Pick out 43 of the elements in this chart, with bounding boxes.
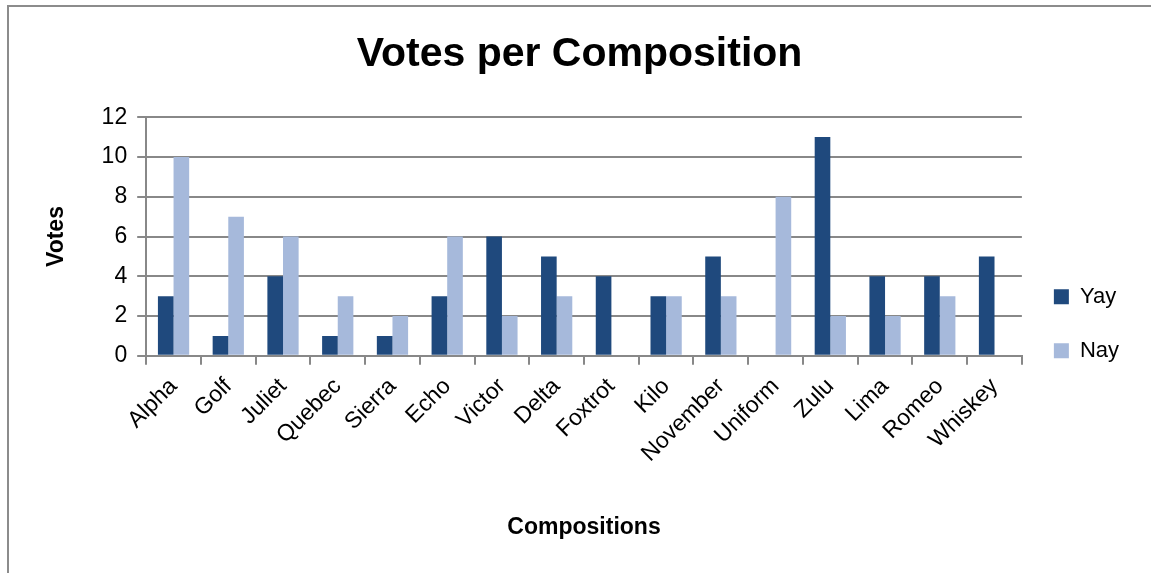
bar <box>228 216 244 355</box>
bar <box>939 296 956 355</box>
bar <box>157 296 174 355</box>
y-tick-label: 10 <box>101 142 128 169</box>
y-tick-label: 0 <box>114 341 128 368</box>
bar <box>431 296 448 355</box>
bar <box>541 256 557 355</box>
y-tick-label: 8 <box>114 182 128 209</box>
bar <box>376 335 393 355</box>
bar <box>267 276 284 355</box>
x-tick-label: Golf <box>188 371 237 421</box>
bar <box>212 335 229 355</box>
bar <box>869 276 886 355</box>
bar <box>283 236 299 355</box>
bar <box>720 296 737 355</box>
y-tick-label: 4 <box>114 261 128 288</box>
y-axis-title: Votes <box>42 206 69 267</box>
y-tick-label: 12 <box>101 102 128 129</box>
chart-title: Votes per Composition <box>356 28 803 75</box>
bar <box>830 316 846 355</box>
bar <box>775 196 792 355</box>
y-tick-label: 6 <box>114 221 128 248</box>
x-tick-label: Zulu <box>788 372 839 423</box>
bar <box>556 296 573 355</box>
bar <box>337 296 354 355</box>
bar <box>666 296 682 355</box>
bar <box>705 256 721 355</box>
bar <box>924 276 940 355</box>
bar <box>486 236 502 355</box>
bar <box>322 335 338 355</box>
bar <box>173 156 190 355</box>
y-tick-label: 2 <box>114 301 128 328</box>
bar <box>885 316 901 355</box>
legend-label: Yay <box>1079 282 1117 308</box>
bar <box>650 296 667 355</box>
bar <box>814 137 831 355</box>
bar <box>978 256 995 355</box>
bar <box>392 316 409 355</box>
bar <box>595 276 612 355</box>
bar <box>501 316 518 355</box>
x-axis-title: Compositions <box>507 512 661 539</box>
bar <box>447 236 463 355</box>
legend-label: Nay <box>1079 336 1119 362</box>
